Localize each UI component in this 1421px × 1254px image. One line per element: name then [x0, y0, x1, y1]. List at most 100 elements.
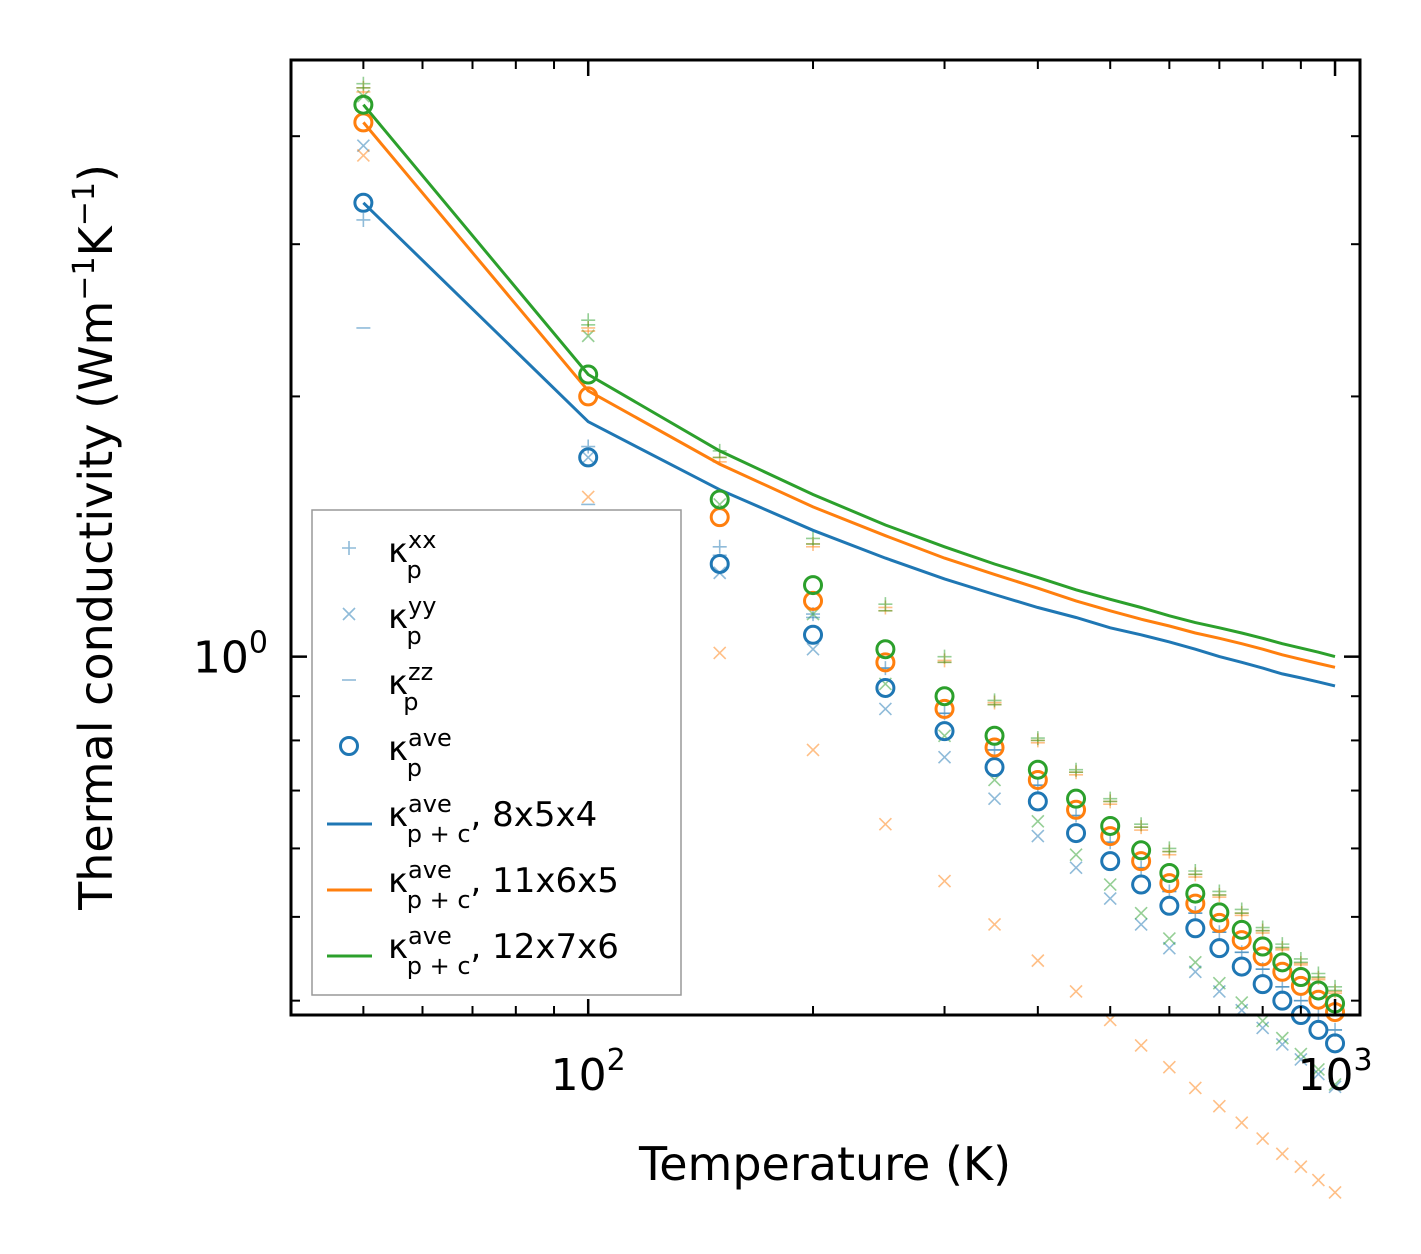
x-point: [1256, 1014, 1270, 1028]
series-11x6x5-line: [362, 121, 1336, 669]
x-point: [1162, 931, 1176, 946]
legend-label-base: κ: [388, 927, 408, 967]
x-point: [1031, 829, 1045, 843]
circle-point: [1231, 956, 1252, 977]
circle-point: [1100, 815, 1121, 836]
x-point: [1328, 1077, 1342, 1091]
x-point: [1188, 955, 1202, 969]
x-point: [1103, 891, 1117, 906]
x-point: [581, 490, 595, 504]
plus-point: [1134, 817, 1149, 832]
circle-point: [353, 192, 374, 213]
x-point: [1294, 1052, 1308, 1067]
x-point: [1103, 877, 1117, 892]
y-tick-base: 10: [193, 633, 249, 684]
legend-label-sup: xx: [408, 526, 436, 554]
circle-point: [1100, 826, 1121, 847]
series-11x6x5-x: [356, 148, 1342, 1199]
plus-point: [1103, 791, 1118, 806]
circle-point: [1272, 990, 1293, 1011]
x-point: [1069, 984, 1083, 998]
legend-label-sup: yy: [408, 592, 436, 620]
x-point: [1294, 1160, 1308, 1174]
y-label-exp1: −1: [67, 256, 102, 300]
circle-point: [1027, 791, 1048, 812]
plus-point: [878, 597, 893, 612]
legend-label: κave p: [388, 724, 452, 782]
x-point: [1188, 965, 1202, 979]
series-12x7x6-plus: [356, 76, 1343, 994]
legend-label-base: κ: [388, 795, 408, 835]
series-12x7x6-minus: [356, 87, 1343, 992]
x-point: [1031, 814, 1045, 828]
x-tick-exp: 2: [607, 1043, 626, 1078]
series-8x5x4-circle: [353, 192, 1346, 1054]
series-line-8x5x4: [362, 201, 1336, 688]
circle-point: [1066, 799, 1087, 820]
x-point: [1328, 1185, 1342, 1199]
legend-label-sub: p: [407, 754, 422, 782]
plus-point: [1293, 951, 1308, 966]
plus-point: [1328, 979, 1343, 994]
circle-point: [1066, 823, 1087, 844]
x-point: [1275, 1147, 1289, 1161]
y-label-end: ): [69, 164, 123, 182]
x-point: [1311, 1062, 1325, 1077]
x-point: [878, 702, 892, 716]
circle-point: [1185, 918, 1206, 939]
legend-label-sub: p + c: [407, 952, 471, 980]
circle-point: [984, 757, 1005, 778]
x-point: [713, 646, 727, 660]
x-point: [1275, 1031, 1289, 1045]
circle-point: [1027, 759, 1048, 780]
legend-label-sup: ave: [408, 922, 452, 950]
x-point: [937, 874, 952, 888]
plus-point: [1234, 902, 1249, 917]
legend-label-tail: , 12x7x6: [471, 927, 619, 967]
legend-label-base: κ: [388, 531, 408, 571]
legend-entry: κyy p: [342, 592, 436, 650]
legend-label: κave p + c, 8x5x4: [388, 790, 597, 848]
circle-point: [1272, 961, 1293, 982]
legend-box: [311, 509, 682, 996]
legend-label-sub: p: [403, 688, 418, 716]
circle-point: [934, 721, 955, 742]
x-point: [1275, 1037, 1289, 1051]
x-point: [1162, 1060, 1176, 1074]
x-tick-base: 10: [1297, 1050, 1353, 1101]
circle-point: [875, 639, 896, 660]
x-point: [806, 642, 820, 656]
plot-frame: [289, 58, 1362, 1017]
series-11x6x5-minus: [356, 91, 1343, 995]
legend-label-sup: ave: [408, 790, 452, 818]
legend-label-sub: p + c: [407, 886, 471, 914]
circle-point: [1209, 938, 1230, 959]
series-8x5x4-line: [362, 201, 1336, 688]
circle-point: [1252, 936, 1273, 957]
circle-point: [353, 94, 374, 115]
x-tick-label: 103: [1297, 1043, 1372, 1101]
circle-point: [1290, 967, 1311, 988]
x-point: [1328, 1080, 1342, 1094]
circle-point: [1185, 893, 1206, 914]
y-axis-label-text: Thermal conductivity (Wm−1K−1): [67, 164, 123, 911]
legend-label-base: κ: [388, 663, 408, 703]
circle-point: [709, 507, 730, 528]
y-axis-label: Thermal conductivity (Wm−1K−1): [67, 164, 123, 911]
legend-entry: κave p: [339, 724, 452, 782]
plus-point: [356, 212, 371, 227]
legend-label: κzz p: [388, 658, 433, 716]
x-point: [356, 148, 370, 163]
x-point: [1134, 1038, 1148, 1053]
x-point: [1256, 1132, 1270, 1146]
series-line-12x7x6: [362, 103, 1336, 659]
x-point: [1212, 1099, 1226, 1113]
circle-point: [1027, 769, 1048, 790]
x-axis-label: Temperature (K): [638, 1137, 1011, 1191]
legend-label: κxx p: [388, 526, 436, 584]
x-point: [1031, 954, 1045, 968]
x-point: [878, 817, 892, 831]
